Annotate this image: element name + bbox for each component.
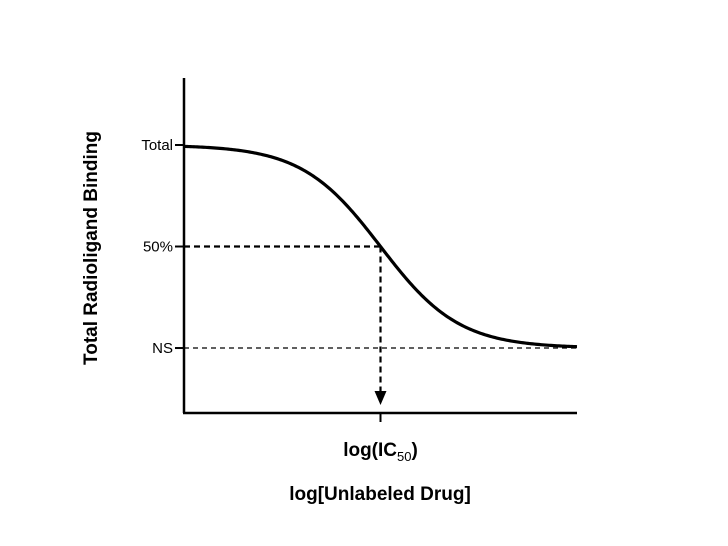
y-tick-label: NS: [152, 340, 173, 357]
y-tick-label: 50%: [143, 239, 173, 256]
x-ticks: log(IC50): [343, 413, 418, 464]
binding-curve: [183, 144, 578, 349]
y-tick-label: Total: [141, 137, 173, 154]
y-axis-title: Total Radioligand Binding: [81, 131, 102, 365]
ic50-arrowhead: [374, 391, 387, 405]
x-axis-title: log[Unlabeled Drug]: [289, 484, 471, 505]
x-tick-label: log(IC50): [343, 440, 418, 464]
guide-lines: [184, 245, 577, 405]
y-ticks: Total 50% NS: [141, 137, 184, 357]
